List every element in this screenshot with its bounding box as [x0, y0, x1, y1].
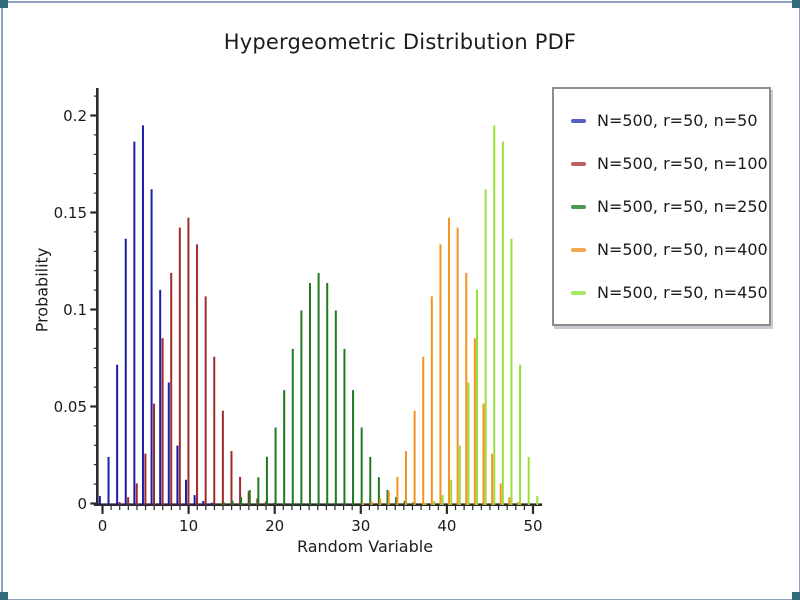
legend-label: N=500, r=50, n=400: [597, 240, 768, 259]
y-tick-label: 0.1: [63, 301, 87, 319]
x-tick-label: 10: [179, 517, 198, 535]
x-tick-label: 20: [265, 517, 284, 535]
pdf-stem-series-1: [98, 125, 213, 505]
legend: N=500, r=50, n=50 N=500, r=50, n=100 N=5…: [552, 87, 771, 326]
y-tick-label: 0.05: [54, 398, 87, 416]
legend-line-swatch-icon: [571, 161, 586, 166]
y-tick-label: 0.15: [54, 204, 87, 222]
pdf-stem-series-5: [424, 125, 539, 505]
legend-line-swatch-icon: [571, 118, 586, 123]
legend-item: N=500, r=50, n=450: [554, 283, 769, 302]
legend-item: N=500, r=50, n=100: [554, 154, 769, 173]
x-tick-label: 30: [351, 517, 370, 535]
x-tick-label: 40: [437, 517, 456, 535]
x-tick-label: 50: [523, 517, 542, 535]
selection-handle-top-right: [792, 0, 800, 8]
pdf-stem-series-2: [118, 217, 276, 505]
legend-item: N=500, r=50, n=50: [554, 111, 769, 130]
legend-label: N=500, r=50, n=100: [597, 154, 768, 173]
legend-item: N=500, r=50, n=400: [554, 240, 769, 259]
pdf-stem-series-4: [361, 217, 519, 505]
chart-title: Hypergeometric Distribution PDF: [223, 30, 577, 54]
legend-line-swatch-icon: [571, 290, 586, 295]
selection-handle-bottom-left: [0, 592, 8, 600]
x-axis-title: Random Variable: [296, 537, 434, 556]
legend-item: N=500, r=50, n=250: [554, 197, 769, 216]
selection-handle-bottom-right: [792, 592, 800, 600]
pdf-stem-series-3: [222, 272, 415, 505]
legend-label: N=500, r=50, n=50: [597, 111, 758, 130]
y-tick-label: 0.2: [63, 107, 87, 125]
x-tick-label: 0: [98, 517, 108, 535]
legend-label: N=500, r=50, n=250: [597, 197, 768, 216]
y-axis-title: Probability: [32, 247, 52, 333]
selection-handle-top-left: [0, 0, 8, 8]
legend-line-swatch-icon: [571, 247, 586, 252]
legend-line-swatch-icon: [571, 204, 586, 209]
legend-label: N=500, r=50, n=450: [597, 283, 768, 302]
y-tick-label: 0: [77, 495, 87, 513]
